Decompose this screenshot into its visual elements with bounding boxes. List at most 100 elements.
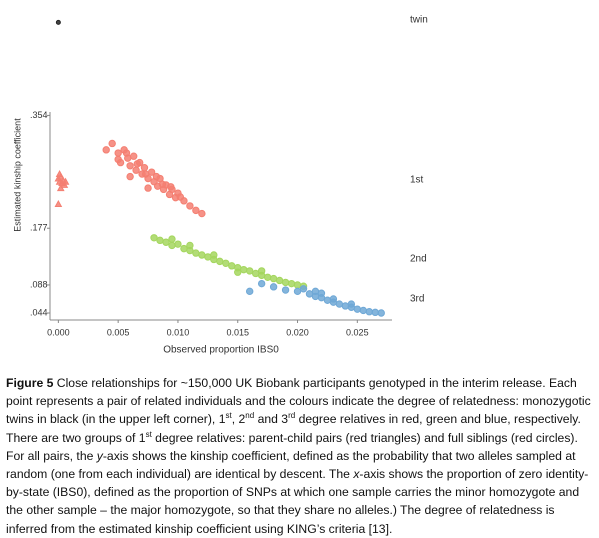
x-tick-label: 0.005 <box>107 327 130 337</box>
point <box>299 285 308 293</box>
point <box>335 300 344 308</box>
point <box>114 155 122 164</box>
figure-caption: Figure 5 Close relationships for ~150,00… <box>6 374 594 538</box>
point <box>192 249 200 257</box>
point <box>257 267 266 275</box>
point <box>311 287 320 296</box>
caption-text: y <box>96 448 103 463</box>
point <box>323 296 332 304</box>
y-tick-label: .088 <box>30 279 48 289</box>
point <box>156 236 164 245</box>
x-axis-label: Observed proportion IBS0 <box>163 345 279 356</box>
point <box>275 276 284 285</box>
point <box>180 244 188 253</box>
x-tick-label: 0.000 <box>47 327 70 337</box>
point <box>234 268 242 276</box>
point <box>186 241 194 250</box>
point <box>204 253 212 261</box>
point <box>130 152 138 160</box>
point <box>114 149 122 157</box>
point <box>222 259 230 267</box>
point <box>141 170 150 178</box>
point <box>245 287 254 296</box>
point <box>168 235 176 243</box>
point <box>150 234 158 242</box>
caption-text: Figure 5 <box>6 376 54 390</box>
point <box>55 170 64 178</box>
point <box>240 265 248 274</box>
point <box>132 166 140 174</box>
point <box>192 206 200 215</box>
point <box>216 257 224 266</box>
caption-text: degree relatives in red, green and blue,… <box>6 412 581 445</box>
point <box>186 202 194 210</box>
point <box>176 193 185 201</box>
point <box>329 295 338 303</box>
point <box>228 262 236 270</box>
point <box>293 287 302 296</box>
point <box>56 184 65 192</box>
point <box>158 180 167 188</box>
annotation: 3rd <box>410 294 424 305</box>
point <box>108 139 116 148</box>
x-tick-label: 0.020 <box>286 327 309 337</box>
point <box>167 183 175 191</box>
point <box>317 289 326 297</box>
caption-text: x <box>353 467 360 482</box>
annotation: twin <box>410 15 428 26</box>
x-tick-label: 0.015 <box>226 327 249 337</box>
point <box>365 308 373 316</box>
annotation: 2nd <box>410 254 427 265</box>
chart: Estimated kinship coefficient Observed p… <box>12 15 428 356</box>
point <box>210 251 218 259</box>
caption-text: st <box>145 429 152 439</box>
point <box>152 172 161 181</box>
point <box>371 308 379 317</box>
point <box>144 184 152 192</box>
point <box>102 146 110 154</box>
point <box>269 274 278 283</box>
caption-text: nd <box>245 411 255 421</box>
point <box>293 281 302 289</box>
x-tick-label: 0.010 <box>167 327 190 337</box>
caption-text: rd <box>288 411 296 421</box>
point <box>122 149 131 157</box>
point <box>162 238 170 246</box>
point <box>174 240 182 248</box>
point <box>198 209 206 218</box>
y-tick-label: .354 <box>30 110 48 120</box>
point <box>257 279 266 288</box>
point <box>61 177 70 185</box>
caption-text: st <box>225 411 232 421</box>
annotation: 1st <box>410 175 424 186</box>
point <box>140 163 149 172</box>
y-tick-label: .177 <box>30 223 48 233</box>
point <box>55 19 61 25</box>
point <box>377 309 385 317</box>
y-tick-label: .044 <box>30 307 48 317</box>
caption-text: , 2 <box>231 412 246 427</box>
point <box>198 251 206 259</box>
caption-text: Close relationships for ~150,000 UK Biob… <box>6 376 591 427</box>
point <box>54 199 63 208</box>
point <box>281 286 290 294</box>
point <box>287 279 296 288</box>
caption-text: and 3 <box>254 412 289 427</box>
point <box>341 302 350 310</box>
point <box>353 305 362 313</box>
point <box>133 160 141 168</box>
point <box>269 283 278 291</box>
x-tick-label: 0.025 <box>346 327 369 337</box>
point <box>359 306 368 315</box>
point <box>168 241 176 250</box>
point <box>305 290 314 298</box>
caption-text: -axis shows the kinship coefficient, def… <box>6 448 576 482</box>
y-axis-label: Estimated kinship coefficient <box>12 118 22 232</box>
point <box>263 273 272 281</box>
point <box>126 162 134 170</box>
point <box>281 278 290 287</box>
point <box>347 300 356 308</box>
point <box>251 269 260 278</box>
point <box>245 267 254 275</box>
